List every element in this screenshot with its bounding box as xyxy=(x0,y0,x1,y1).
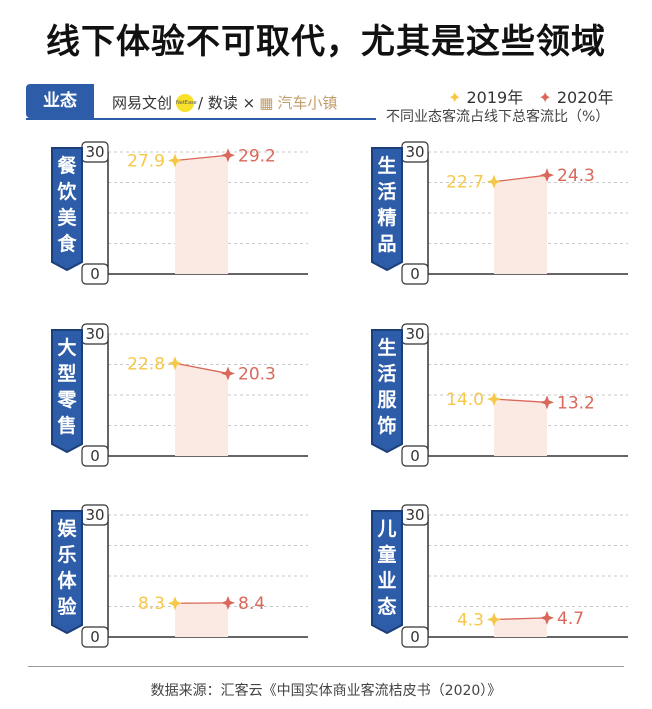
legend-2020-label: 2020年 xyxy=(556,88,614,107)
car-logo-icon: ▦ xyxy=(259,93,274,112)
series-area xyxy=(175,602,228,637)
data-label-2019: 14.0 xyxy=(446,390,484,410)
series-area xyxy=(175,363,228,456)
data-label-2019: 4.3 xyxy=(457,611,484,631)
header-row: 业态 网易文创 NetEase / 数读 × ▦ 汽车小镇 ✦ 2019年 ✦ … xyxy=(0,84,652,125)
category-ribbon xyxy=(51,147,83,272)
chart-subtitle: 不同业态客流占线下总客流比（%） xyxy=(386,109,610,125)
point-2020 xyxy=(540,395,554,410)
panel-2: 30 0 大型零售 22.8 20.3 xyxy=(51,323,308,467)
panel-4: 30 0 娱乐体验 8.3 8.4 xyxy=(51,504,308,648)
category-ribbon xyxy=(51,329,83,454)
data-label-2020: 8.4 xyxy=(238,594,265,614)
point-2020 xyxy=(221,595,235,610)
y-tick-label: 30 xyxy=(85,325,104,343)
category-ribbon xyxy=(371,147,403,272)
data-label-2020: 20.3 xyxy=(238,364,276,384)
shudu-credit: / 数读 × xyxy=(198,94,256,112)
point-2020 xyxy=(221,148,235,163)
legend-2020-star-icon: ✦ xyxy=(538,88,552,107)
y-tick-label: 30 xyxy=(405,506,424,524)
y-tick-label: 0 xyxy=(90,265,100,283)
category-ribbon xyxy=(371,510,403,635)
series-line xyxy=(174,154,229,162)
footer-divider xyxy=(28,666,624,667)
legend: ✦ 2019年 ✦ 2020年 xyxy=(448,84,614,108)
data-label-2020: 29.2 xyxy=(238,146,276,166)
tick-box xyxy=(81,445,109,467)
point-2019 xyxy=(487,174,501,189)
category-label: 儿童业态 xyxy=(376,518,396,618)
category-ribbon xyxy=(371,329,403,454)
series-area xyxy=(494,175,547,274)
legend-2019-label: 2019年 xyxy=(466,88,524,107)
data-label-2020: 24.3 xyxy=(557,166,595,186)
point-2019 xyxy=(168,153,182,168)
data-label-2020: 13.2 xyxy=(557,393,595,413)
tick-box xyxy=(401,263,429,285)
tick-box xyxy=(401,445,429,467)
tick-box xyxy=(401,626,429,648)
panel-0: 30 0 餐饮美食 27.9 29.2 xyxy=(51,141,308,285)
series-area xyxy=(494,399,547,456)
data-label-2019: 22.7 xyxy=(446,173,484,193)
y-tick-label: 0 xyxy=(90,628,100,646)
series-line xyxy=(174,362,229,375)
y-tick-label: 0 xyxy=(410,265,420,283)
panel-5: 30 0 儿童业态 4.3 4.7 xyxy=(371,504,628,648)
category-label: 娱乐体验 xyxy=(57,517,77,618)
series-line xyxy=(493,617,548,621)
point-2020 xyxy=(221,366,235,381)
y-tick-label: 30 xyxy=(405,325,424,343)
point-2019 xyxy=(168,596,182,611)
series-area xyxy=(494,617,547,637)
panel-3: 30 0 生活服饰 14.0 13.2 xyxy=(371,323,628,467)
data-label-2019: 27.9 xyxy=(127,152,165,172)
category-label: 生活精品 xyxy=(377,154,396,255)
y-tick-label: 30 xyxy=(85,506,104,524)
car-town-credit: 汽车小镇 xyxy=(277,94,338,112)
category-label: 大型零售 xyxy=(56,336,77,437)
netease-credit: 网易文创 xyxy=(112,94,173,112)
netease-logo-icon: NetEase xyxy=(176,93,197,112)
credits: 网易文创 NetEase / 数读 × ▦ 汽车小镇 xyxy=(112,92,337,113)
y-tick-label: 0 xyxy=(90,447,100,465)
y-tick-label: 30 xyxy=(85,143,104,161)
point-2019 xyxy=(168,356,182,371)
point-2019 xyxy=(487,392,501,407)
series-line xyxy=(493,398,548,403)
category-label: 生活服饰 xyxy=(377,336,397,437)
y-tick-label: 0 xyxy=(410,628,420,646)
page-title: 线下体验不可取代，尤其是这些领域 xyxy=(46,22,606,62)
point-2020 xyxy=(540,610,554,625)
tag-underline xyxy=(26,118,376,120)
y-tick-label: 30 xyxy=(405,143,424,161)
panel-1: 30 0 生活精品 22.7 24.3 xyxy=(371,141,628,285)
legend-2019-star-icon: ✦ xyxy=(448,88,462,107)
data-label-2019: 22.8 xyxy=(127,354,165,374)
point-2020 xyxy=(540,168,554,183)
y-tick-label: 0 xyxy=(410,447,420,465)
tick-box xyxy=(81,626,109,648)
series-line xyxy=(493,174,548,183)
category-tag: 业态 xyxy=(26,84,94,118)
point-2019 xyxy=(487,612,501,627)
source-footer: 数据来源：汇客云《中国实体商业客流桔皮书（2020）》 xyxy=(150,683,502,699)
category-label: 餐饮美食 xyxy=(56,154,77,255)
tick-box xyxy=(81,263,109,285)
data-label-2020: 4.7 xyxy=(557,609,584,629)
category-ribbon xyxy=(51,510,83,635)
data-label-2019: 8.3 xyxy=(138,594,165,614)
series-area xyxy=(175,155,228,274)
